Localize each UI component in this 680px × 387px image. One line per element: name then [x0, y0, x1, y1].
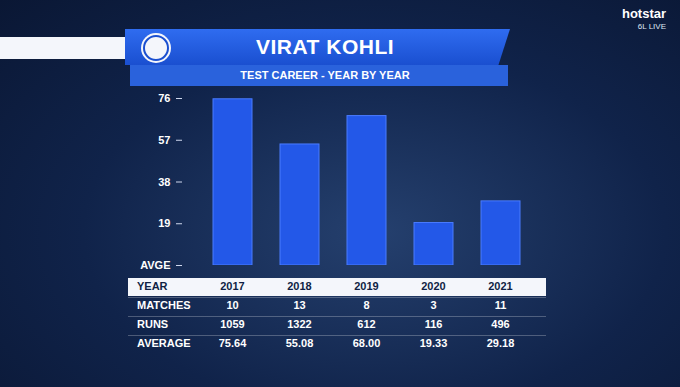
html-text:2021: 2021 [488, 280, 513, 292]
html-text:2020: 2020 [421, 280, 446, 292]
html-text:hotstar: hotstar [621, 6, 666, 21]
svg-text:19: 19 [158, 217, 170, 229]
svg-text:76: 76 [158, 92, 170, 104]
svg-text:AVGE: AVGE [140, 259, 170, 271]
html-text:1059: 1059 [220, 318, 245, 330]
html-text:29.18: 29.18 [486, 337, 515, 349]
html-text:TEST CAREER - YEAR BY YEAR: TEST CAREER - YEAR BY YEAR [240, 69, 410, 81]
html-text:AVERAGE: AVERAGE [137, 337, 191, 349]
html-text:11: 11 [494, 299, 507, 311]
svg-text:38: 38 [158, 176, 170, 188]
html-text:VIRAT KOHLI: VIRAT KOHLI [255, 35, 394, 58]
html-text:496: 496 [491, 318, 510, 330]
svg-text:57: 57 [158, 134, 170, 146]
html-text:YEAR: YEAR [137, 280, 168, 292]
html-text:2018: 2018 [287, 280, 312, 292]
html-text:116: 116 [424, 318, 443, 330]
html-text:55.08: 55.08 [285, 337, 314, 349]
html-text:MATCHES: MATCHES [137, 299, 191, 311]
html-text:612: 612 [357, 318, 376, 330]
html-text:6L LIVE: 6L LIVE [637, 22, 666, 31]
html-text:RUNS: RUNS [137, 318, 169, 330]
html-text:2017: 2017 [220, 280, 245, 292]
html-text:13: 13 [293, 299, 306, 311]
html-text:8: 8 [363, 299, 370, 311]
html-text:19.33: 19.33 [419, 337, 448, 349]
html-text:1322: 1322 [287, 318, 312, 330]
html-text:75.64: 75.64 [218, 337, 247, 349]
html-text:68.00: 68.00 [352, 337, 381, 349]
html-text:2019: 2019 [354, 280, 379, 292]
html-text:10: 10 [226, 299, 239, 311]
html-text:3: 3 [430, 299, 437, 311]
